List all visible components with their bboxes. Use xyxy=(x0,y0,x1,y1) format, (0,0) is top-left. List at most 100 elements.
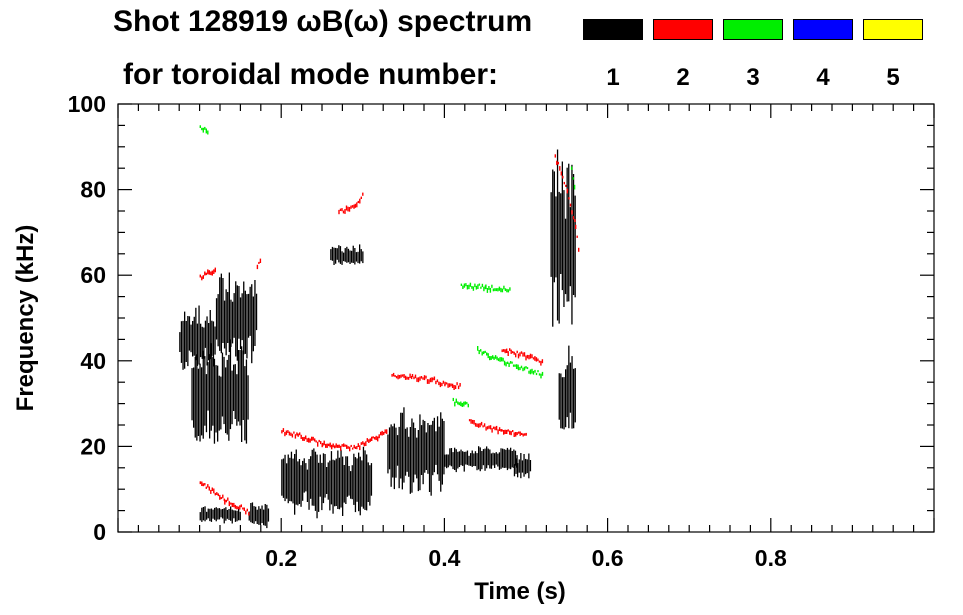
mode-1-streak xyxy=(351,465,353,500)
mode-3-trace-point xyxy=(492,288,495,292)
legend-swatch-mode-3 xyxy=(723,19,783,40)
mode-1-streak xyxy=(561,161,563,291)
mode-1-streak xyxy=(206,316,208,366)
mode-2-trace-point xyxy=(486,426,489,430)
mode-1-streak xyxy=(306,469,309,502)
mode-1-streak xyxy=(193,367,195,428)
mode-3-trace-point xyxy=(199,125,201,128)
mode-1-streak xyxy=(563,190,565,307)
mode-2-trace-point xyxy=(521,432,523,435)
mode-1-streak xyxy=(267,508,270,522)
mode-1-streak xyxy=(284,454,286,502)
mode-1-streak xyxy=(556,149,559,321)
mode-2-trace-point xyxy=(534,356,536,361)
mode-2-trace-point xyxy=(482,425,484,428)
mode-1-streak xyxy=(338,457,341,510)
mode-1-streak xyxy=(236,285,238,361)
mode-2-trace-point xyxy=(518,431,520,434)
mode-3-trace-point xyxy=(500,357,503,362)
mode-1-streak xyxy=(424,421,426,473)
mode-2-trace-point xyxy=(208,270,210,275)
mode-2-trace-point xyxy=(529,353,532,359)
mode-2-trace-point xyxy=(305,435,307,440)
mode-1-streak xyxy=(185,321,187,362)
mode-2-trace-point xyxy=(347,446,349,449)
mode-1-streak xyxy=(452,452,454,470)
mode-2-trace-point xyxy=(394,375,396,378)
mode-3-trace-point xyxy=(494,288,496,292)
mode-2-trace-point xyxy=(413,376,415,380)
mode-1-streak xyxy=(302,460,304,501)
mode-1-streak xyxy=(258,506,260,525)
mode-3-trace-point xyxy=(525,366,527,369)
mode-1-streak xyxy=(393,423,395,490)
mode-2-trace-point xyxy=(360,442,362,445)
mode-1-streak xyxy=(450,448,453,467)
mode-1-streak xyxy=(225,507,227,521)
mode-1-streak xyxy=(489,449,491,469)
mode-2-trace-point xyxy=(291,433,294,438)
mode-2-trace-point xyxy=(432,377,434,381)
mode-2-trace-point xyxy=(236,505,238,510)
mode-2-trace-point xyxy=(406,376,408,380)
mode-2-trace-point xyxy=(201,276,203,281)
mode-2-trace-point xyxy=(504,349,506,354)
mode-2-trace-point xyxy=(457,385,460,390)
mode-1-streak xyxy=(212,321,215,367)
mode-2-trace-point xyxy=(416,377,418,382)
mode-1-streak xyxy=(338,245,340,263)
mode-3-trace-point xyxy=(498,286,501,291)
mode-2-trace-point xyxy=(359,445,361,451)
mode-3-trace-point xyxy=(480,349,482,352)
mode-1-streak xyxy=(436,416,439,475)
mode-1-streak xyxy=(247,293,250,338)
mode-1-streak xyxy=(230,299,232,347)
mode-1-streak xyxy=(336,248,338,260)
mode-1-streak xyxy=(294,454,296,515)
mode-2-trace-point xyxy=(574,219,576,222)
mode-1-streak xyxy=(225,289,227,356)
mode-1-streak xyxy=(266,504,268,529)
mode-3-trace-point xyxy=(478,350,480,355)
mode-2-trace-point xyxy=(526,354,529,359)
mode-1-streak xyxy=(396,435,399,466)
mode-1-streak xyxy=(387,434,389,474)
series-mode-3 xyxy=(199,125,576,408)
mode-1-streak xyxy=(343,252,345,262)
mode-2-trace-point xyxy=(522,433,524,437)
mode-1-streak xyxy=(282,458,285,498)
mode-2-trace-point xyxy=(281,430,283,434)
mode-2-trace-point xyxy=(335,443,337,448)
mode-2-trace-point xyxy=(345,205,348,211)
mode-2-trace-point xyxy=(243,507,245,511)
mode-1-streak xyxy=(481,451,483,470)
mode-1-streak xyxy=(358,452,360,512)
mode-3-trace-point xyxy=(486,352,488,356)
mode-1-streak xyxy=(432,420,434,476)
mode-2-trace-point xyxy=(451,383,454,388)
mode-1-streak xyxy=(560,193,562,274)
mode-1-streak xyxy=(367,462,369,502)
mode-2-trace-point xyxy=(334,445,336,449)
mode-2-trace-point xyxy=(503,430,505,435)
mode-2-trace-point xyxy=(395,376,398,379)
mode-2-trace-point xyxy=(522,352,524,357)
mode-2-trace-point xyxy=(554,154,556,158)
mode-2-trace-point xyxy=(211,270,213,276)
mode-2-trace-point xyxy=(296,432,298,436)
mode-2-trace-point xyxy=(237,506,239,510)
mode-1-streak xyxy=(233,293,235,338)
mode-2-trace-point xyxy=(287,430,289,433)
mode-1-streak xyxy=(182,320,184,370)
mode-1-streak xyxy=(409,427,411,494)
mode-1-streak xyxy=(217,508,219,520)
mode-2-trace-point xyxy=(501,349,503,353)
mode-2-trace-point xyxy=(357,443,359,447)
mode-1-streak xyxy=(192,321,194,357)
mode-2-trace-point xyxy=(216,492,218,495)
mode-2-trace-point xyxy=(436,379,439,383)
mode-1-streak xyxy=(319,454,321,497)
mode-2-trace-point xyxy=(322,442,324,447)
mode-1-streak xyxy=(528,453,530,479)
